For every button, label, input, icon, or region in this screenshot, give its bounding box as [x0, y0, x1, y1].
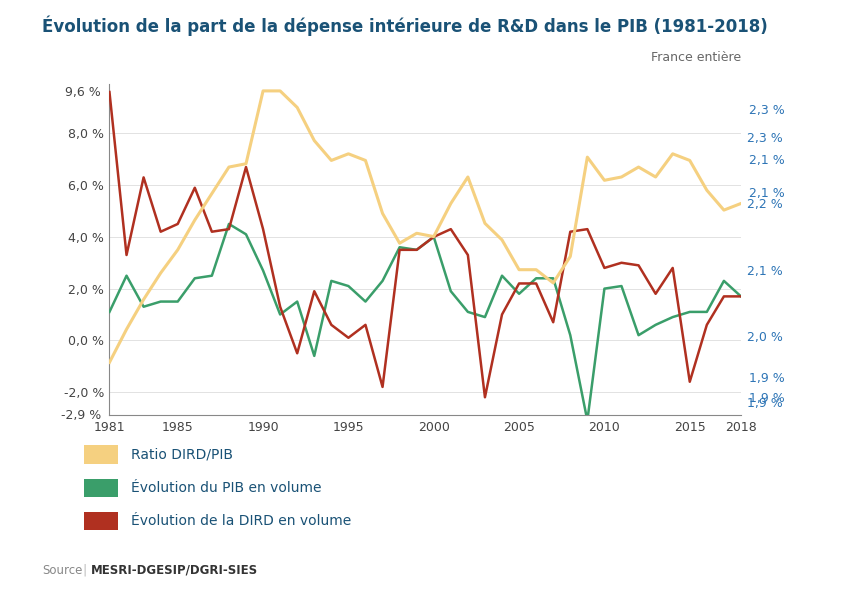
Text: Évolution du PIB en volume: Évolution du PIB en volume: [131, 480, 321, 495]
Text: -2,9 %: -2,9 %: [61, 409, 101, 422]
Text: Évolution de la part de la dépense intérieure de R&D dans le PIB (1981-2018): Évolution de la part de la dépense intér…: [42, 15, 768, 36]
Text: Évolution de la DIRD en volume: Évolution de la DIRD en volume: [131, 514, 351, 528]
Text: 2,1 %: 2,1 %: [749, 154, 785, 167]
Text: MESRI-DGESIP/DGRI-SIES: MESRI-DGESIP/DGRI-SIES: [91, 563, 258, 577]
Text: 2,3 %: 2,3 %: [749, 104, 785, 117]
Text: Ratio DIRD/PIB: Ratio DIRD/PIB: [131, 447, 232, 462]
Text: |: |: [83, 563, 87, 577]
Text: 2,1 %: 2,1 %: [749, 187, 785, 200]
Text: 1,9 %: 1,9 %: [749, 393, 785, 405]
Text: Source: Source: [42, 563, 83, 577]
Text: 1,9 %: 1,9 %: [749, 373, 785, 385]
Text: 9,6 %: 9,6 %: [66, 85, 101, 99]
Text: France entière: France entière: [651, 51, 741, 64]
